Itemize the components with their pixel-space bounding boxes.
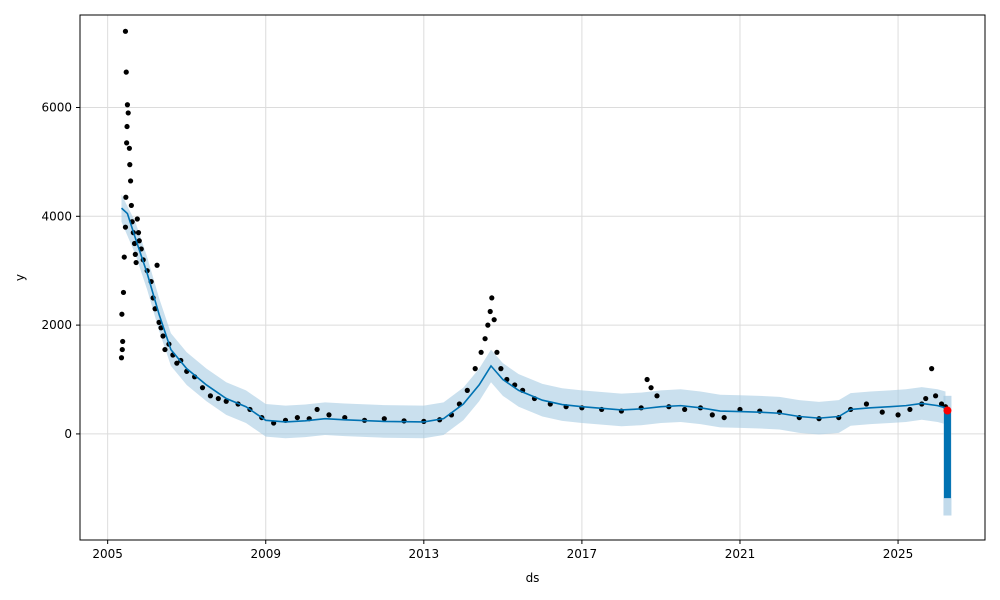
observed-point [154,262,160,268]
observed-point [464,387,470,393]
x-tick-label: 2005 [92,547,123,561]
observed-point [929,366,935,372]
observed-point [494,349,500,355]
observed-point [489,295,495,301]
y-axis-ticks: 0 2000 4000 6000 [41,100,80,441]
forecast-trend-line [120,207,946,423]
x-tick-label: 2013 [409,547,440,561]
observed-point [124,123,130,130]
plot-frame [79,14,986,541]
observed-point [133,259,139,266]
x-tick-label: 2017 [567,547,598,561]
x-axis-label: ds [526,571,540,585]
y-tick-label: 4000 [41,209,72,223]
observed-point [326,412,332,418]
observed-point [709,412,715,418]
highlight-point [943,406,952,415]
observed-point [127,178,134,184]
observed-point [160,333,166,339]
observed-point [121,254,127,260]
observed-point [122,28,129,34]
observed-point [294,414,300,421]
observed-point [644,376,650,383]
observed-point [124,140,130,146]
observed-point [123,69,129,75]
observed-point [223,398,229,404]
observed-point [125,110,131,116]
observed-point [123,194,129,200]
observed-point [682,406,688,413]
observed-point [472,366,478,372]
highlight-points [943,406,952,415]
observed-point [498,366,504,372]
observed-point [132,251,138,257]
y-tick-label: 6000 [41,100,72,114]
observed-point [863,401,870,407]
observed-point [135,230,142,236]
observed-point [895,412,901,418]
y-tick-label: 2000 [41,318,72,332]
observed-point [119,346,125,353]
observed-point [923,395,929,402]
x-tick-label: 2009 [250,547,281,561]
observed-point [879,409,885,415]
observed-point [122,224,129,230]
observed-point [721,414,727,421]
observed-point [482,336,488,342]
observed-point [648,385,654,391]
observed-point [381,416,387,422]
y-axis-label: y [13,274,27,281]
observed-point [215,395,221,402]
observed-point [128,202,134,209]
observed-point [207,393,214,399]
observed-point [119,311,125,317]
observed-point [120,289,127,296]
observed-point [938,401,945,407]
observed-point [342,414,348,421]
observed-point [199,385,206,391]
observed-point [933,393,939,399]
observed-point [907,406,913,413]
grid-lines [80,15,985,540]
observed-point [124,102,131,108]
forecast-line [120,207,951,499]
observed-point [131,240,138,247]
uncertainty-band-area [121,194,946,439]
observed-point [127,162,133,168]
observed-point [314,406,320,413]
observed-point [487,308,493,315]
x-tick-label: 2021 [725,547,756,561]
observed-point [737,406,743,413]
observed-point [158,325,164,331]
observed-point [162,346,168,353]
uncertainty-band [121,194,952,516]
observed-point [491,317,497,323]
x-tick-label: 2025 [883,547,914,561]
observed-point [654,393,660,399]
observed-point [134,216,140,222]
y-tick-label: 0 [64,427,72,441]
observed-point [156,319,162,325]
observed-point [118,355,125,361]
observed-point [126,145,132,151]
observed-point [485,322,491,328]
x-axis-ticks: 2005 2009 2013 2017 2021 2025 [92,540,913,561]
observed-point [478,349,484,355]
observed-point [136,238,142,244]
observed-points [118,28,949,426]
observed-point [120,338,126,345]
observed-point [174,360,180,366]
